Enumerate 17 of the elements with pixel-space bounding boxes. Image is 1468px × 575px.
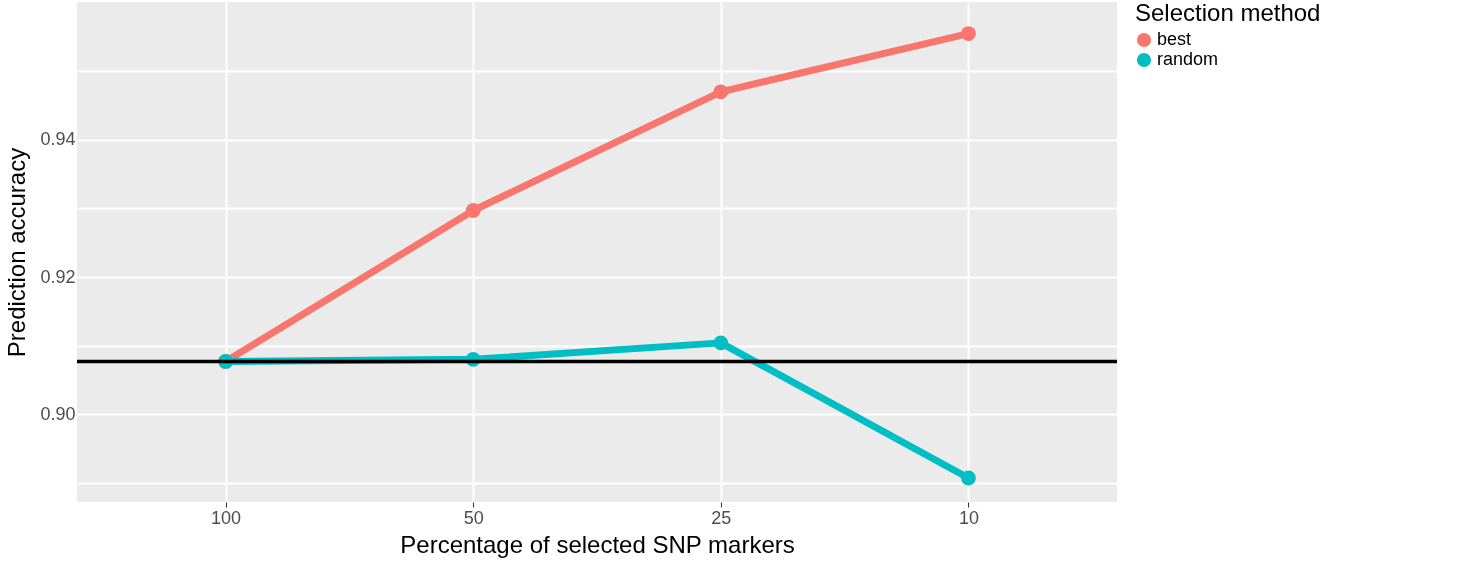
y-tick-label: 0.94 bbox=[40, 129, 76, 150]
point bbox=[713, 84, 729, 100]
legend-title: Selection method bbox=[1135, 0, 1321, 26]
point bbox=[961, 26, 976, 41]
y-axis-title: Prediction accuracy bbox=[3, 147, 31, 358]
x-axis-title: Percentage of selected SNP markers bbox=[400, 530, 795, 558]
y-tick-label: 0.92 bbox=[40, 266, 76, 287]
x-tick-label: 100 bbox=[211, 507, 242, 528]
y-tick-label: 0.90 bbox=[40, 403, 76, 424]
legend-label: random bbox=[1157, 49, 1219, 69]
point bbox=[961, 470, 976, 486]
legend-label: best bbox=[1157, 29, 1192, 49]
x-tick-label: 10 bbox=[958, 507, 979, 528]
point bbox=[713, 335, 729, 351]
point bbox=[465, 203, 481, 218]
x-tick-label: 50 bbox=[463, 507, 484, 528]
x-tick-label: 25 bbox=[711, 507, 732, 528]
